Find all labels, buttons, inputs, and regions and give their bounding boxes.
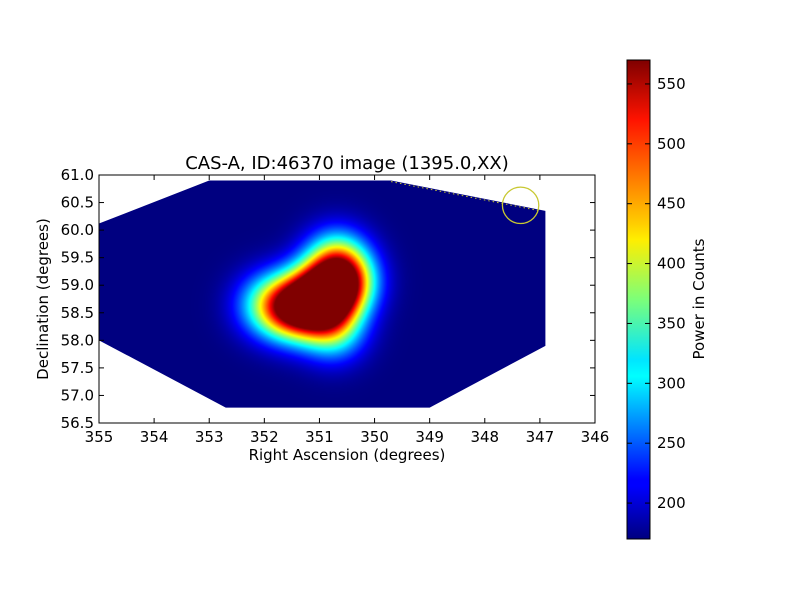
- x-axis-label: Right Ascension (degrees): [249, 446, 446, 464]
- colorbar-tick-label-6: 500: [657, 135, 686, 153]
- x-tick-label-5: 350: [360, 428, 389, 446]
- colorbar-tick-label-1: 250: [657, 434, 686, 452]
- y-tick-label-9: 61.0: [61, 166, 94, 184]
- colorbar-tick-label-7: 550: [657, 75, 686, 93]
- y-tick-label-2: 57.5: [61, 359, 94, 377]
- x-tick-label-3: 352: [250, 428, 279, 446]
- plot-frame: [98, 174, 596, 424]
- y-axis: 56.5 57.0 57.5 58.0 58.5 59.0 59.5 60.0 60.5 61.0: [61, 166, 595, 432]
- x-tick-label-7: 348: [470, 428, 499, 446]
- x-tick-label-0: 355: [85, 428, 114, 446]
- colorbar-tick-label-5: 450: [657, 195, 686, 213]
- chart-title: CAS-A, ID:46370 image (1395.0,XX): [185, 153, 509, 174]
- y-tick-label-8: 60.5: [61, 194, 94, 212]
- colorbar-tick-label-0: 200: [657, 494, 686, 512]
- x-tick-label-9: 346: [581, 428, 610, 446]
- y-tick-label-6: 59.5: [61, 249, 94, 267]
- colorbar-tick-label-3: 350: [657, 314, 686, 332]
- y-tick-label-0: 56.5: [61, 414, 94, 432]
- y-tick-label-7: 60.0: [61, 221, 94, 239]
- y-tick-label-3: 58.0: [61, 331, 94, 349]
- y-tick-label-1: 57.0: [61, 386, 94, 404]
- x-tick-label-8: 347: [526, 428, 555, 446]
- colorbar-tick-label-4: 400: [657, 255, 686, 273]
- colorbar-label: Power in Counts: [690, 238, 708, 359]
- y-axis-label: Declination (degrees): [34, 218, 52, 380]
- x-tick-label-2: 353: [195, 428, 224, 446]
- annotation-dotted-line: [390, 181, 540, 212]
- colorbar-tick-label-2: 300: [657, 374, 686, 392]
- y-tick-label-5: 59.0: [61, 276, 94, 294]
- colorbar-ticks: 200 250 300 350 400 450 500 550: [627, 75, 686, 512]
- annotation-circle: [501, 186, 540, 225]
- y-tick-label-4: 58.5: [61, 304, 94, 322]
- x-tick-label-4: 351: [305, 428, 334, 446]
- x-tick-label-1: 354: [140, 428, 169, 446]
- x-tick-label-6: 349: [415, 428, 444, 446]
- x-axis: 355 354 353 352 351 350 349 348 347 346: [85, 175, 610, 446]
- heatmap-image: [99, 180, 546, 408]
- colorbar: [626, 59, 651, 540]
